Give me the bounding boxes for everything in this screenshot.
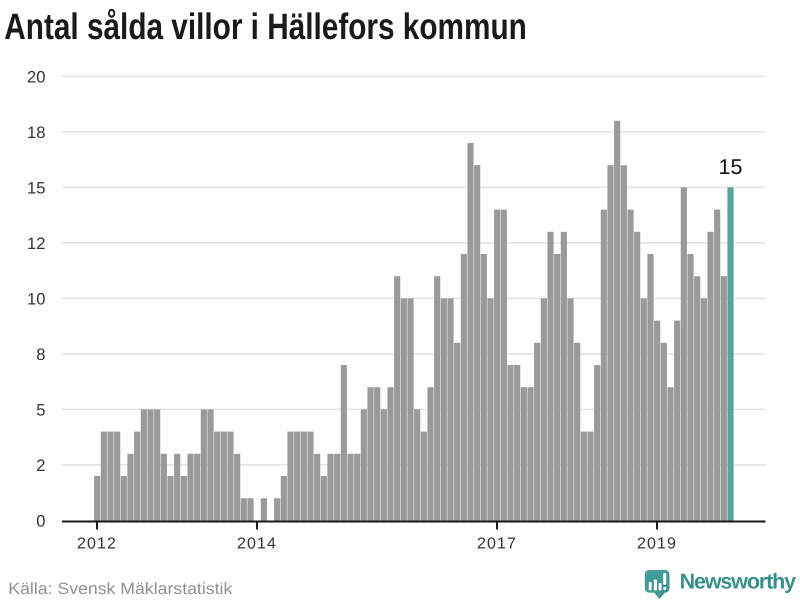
- svg-text:10: 10: [27, 289, 45, 308]
- svg-text:20: 20: [27, 67, 45, 86]
- svg-text:0: 0: [36, 511, 45, 530]
- svg-text:8: 8: [36, 345, 45, 364]
- svg-text:15: 15: [719, 155, 743, 179]
- svg-text:5: 5: [36, 400, 45, 419]
- svg-text:Källa: Svensk Mäklarstatistik: Källa: Svensk Mäklarstatistik: [8, 580, 233, 598]
- svg-text:18: 18: [27, 123, 45, 142]
- svg-text:2: 2: [36, 456, 45, 475]
- svg-text:2014: 2014: [237, 535, 277, 552]
- svg-text:Newsworthy: Newsworthy: [680, 570, 797, 594]
- svg-text:2017: 2017: [477, 535, 517, 552]
- svg-text:15: 15: [27, 178, 45, 197]
- svg-text:2012: 2012: [77, 535, 117, 552]
- svg-text:Antal sålda villor i Hällefors: Antal sålda villor i Hällefors kommun: [4, 6, 527, 47]
- svg-text:12: 12: [27, 234, 45, 253]
- svg-text:2019: 2019: [637, 535, 677, 552]
